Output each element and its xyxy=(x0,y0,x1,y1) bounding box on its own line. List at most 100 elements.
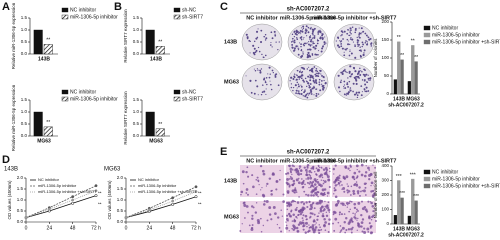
colony xyxy=(354,44,356,46)
colony xyxy=(295,37,298,39)
colony xyxy=(343,30,346,33)
legend-swatch xyxy=(61,7,69,13)
colony xyxy=(351,38,354,41)
cell xyxy=(306,181,309,184)
colony xyxy=(258,50,261,53)
colony xyxy=(353,93,356,96)
cell xyxy=(301,221,304,224)
colony xyxy=(307,51,310,55)
colony xyxy=(292,78,294,80)
bar xyxy=(397,41,401,95)
cell xyxy=(316,218,319,221)
colony xyxy=(345,70,347,73)
colony xyxy=(292,86,295,89)
colony xyxy=(353,68,355,70)
colony xyxy=(354,28,357,31)
y-tick-label: 150 xyxy=(381,37,389,42)
colony xyxy=(289,80,291,82)
cell xyxy=(364,186,367,189)
cell xyxy=(302,179,305,182)
x-axis-label: sh-AC007207.2 xyxy=(388,232,424,238)
colony xyxy=(308,66,310,68)
cell xyxy=(308,169,312,173)
cell xyxy=(270,218,273,221)
cell xyxy=(319,209,323,213)
colony xyxy=(296,38,299,40)
cell xyxy=(286,182,290,186)
cell xyxy=(326,204,329,207)
cell xyxy=(367,166,370,170)
colony xyxy=(293,41,296,44)
cell xyxy=(322,213,324,215)
colony xyxy=(302,38,304,40)
colony xyxy=(245,33,248,36)
cell xyxy=(319,166,321,169)
cell xyxy=(316,181,320,184)
colony xyxy=(313,42,316,44)
colony xyxy=(259,69,262,72)
colony xyxy=(249,79,252,82)
cell xyxy=(246,193,249,196)
colony xyxy=(301,30,303,32)
cell xyxy=(340,202,343,205)
colony xyxy=(293,73,296,75)
colony xyxy=(264,39,267,41)
colony xyxy=(300,84,302,86)
cell xyxy=(370,181,374,185)
colony xyxy=(361,91,363,93)
x-tick-label: 0 xyxy=(25,225,28,231)
colony xyxy=(305,28,307,30)
cell xyxy=(292,225,296,229)
cell xyxy=(276,180,278,183)
colony xyxy=(346,32,349,35)
legend-label: NC inhibitor xyxy=(70,7,96,13)
colony xyxy=(301,70,304,73)
cell xyxy=(323,208,326,210)
colony xyxy=(319,36,322,39)
legend-label: miR-1306-5p inhibitor xyxy=(432,176,480,182)
colony xyxy=(297,85,300,88)
cell xyxy=(247,175,250,178)
cell xyxy=(370,190,373,193)
cell xyxy=(291,220,294,222)
y-tick-label: 0.5 xyxy=(17,208,24,213)
colony xyxy=(321,74,323,77)
cell xyxy=(354,182,357,186)
cell xyxy=(361,200,363,203)
colony xyxy=(346,82,348,84)
colony xyxy=(352,41,354,43)
colony xyxy=(315,82,318,84)
cell xyxy=(339,185,341,187)
significance: ** xyxy=(46,38,50,44)
colony xyxy=(313,80,315,83)
cell xyxy=(319,226,321,229)
cell xyxy=(300,210,304,214)
cell xyxy=(321,193,325,197)
colony xyxy=(260,68,263,70)
colony xyxy=(271,46,273,48)
colony xyxy=(291,38,294,40)
cell xyxy=(334,195,338,199)
cell xyxy=(290,177,294,180)
colony xyxy=(349,75,352,78)
plate xyxy=(333,23,375,61)
cell xyxy=(335,203,339,206)
y-tick-label: 1.0 xyxy=(117,197,124,202)
cell xyxy=(370,218,373,221)
cell xyxy=(254,211,258,214)
column-label: miR-1306-5p inhibitor +sh-SIRT7 xyxy=(312,15,397,21)
colony xyxy=(357,39,359,42)
colony xyxy=(318,81,321,83)
colony xyxy=(310,48,312,51)
colony xyxy=(362,53,365,57)
colony xyxy=(265,88,267,90)
colony xyxy=(309,88,313,92)
cell xyxy=(263,200,266,203)
colony xyxy=(361,41,364,44)
cell xyxy=(326,195,329,197)
series-line xyxy=(25,190,97,218)
cell xyxy=(258,220,260,223)
cell xyxy=(279,169,281,172)
y-tick-label: 0.0 xyxy=(117,219,124,224)
cell xyxy=(345,229,348,232)
